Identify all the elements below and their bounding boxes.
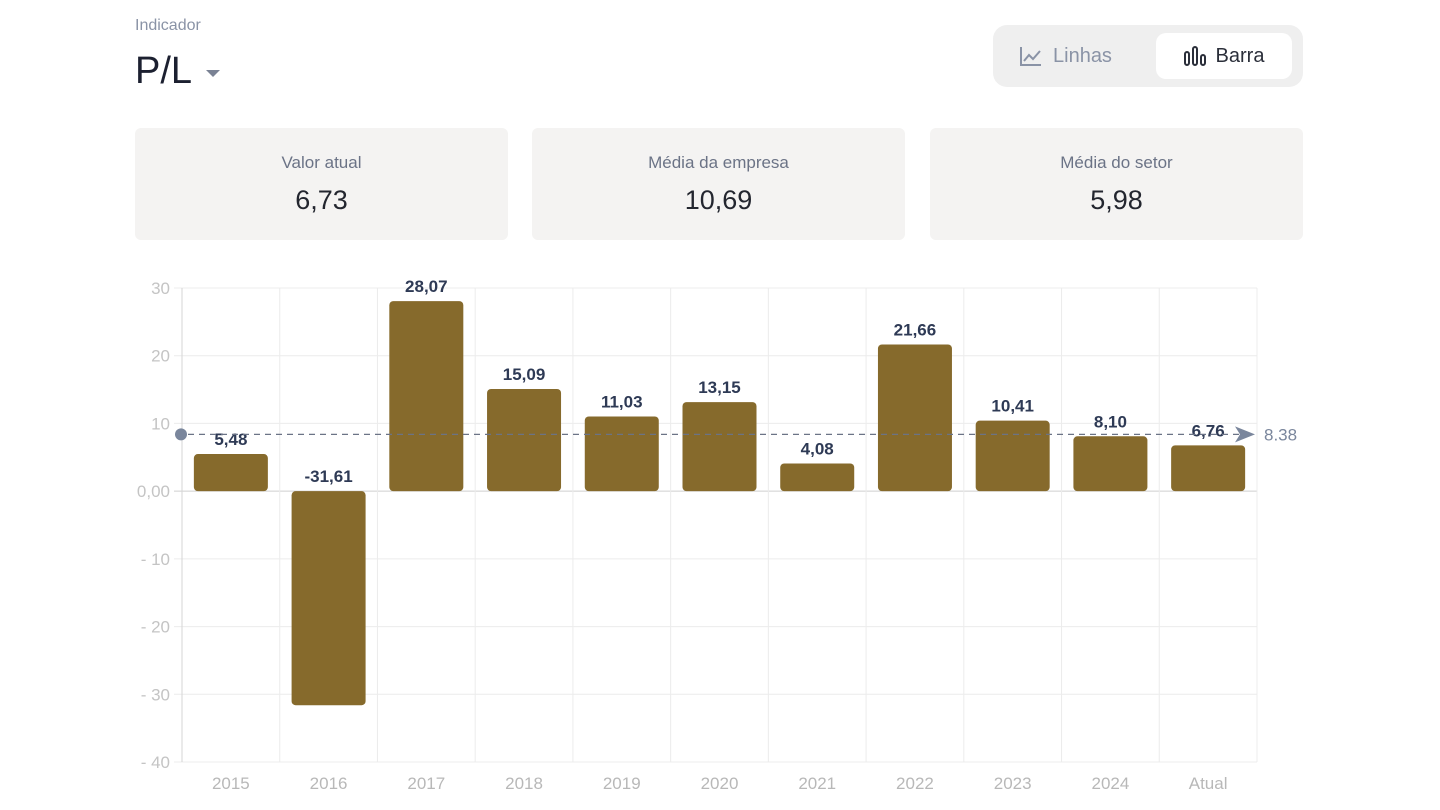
bar-value-label: 13,15 (698, 378, 741, 397)
bar-value-label: -31,61 (304, 467, 352, 486)
bar (1073, 436, 1148, 492)
bar (780, 463, 855, 492)
average-line-label: 8.38 (1264, 425, 1297, 444)
arrow-right-icon (1235, 426, 1255, 443)
card-title: Valor atual (281, 153, 362, 172)
card-value: 5,98 (1090, 185, 1143, 215)
lines-button[interactable]: Linhas (1019, 33, 1112, 79)
bar (975, 420, 1050, 492)
line-chart-icon (1020, 47, 1041, 66)
bar-chart-icon (1183, 46, 1206, 66)
bar (682, 402, 757, 492)
bar (291, 491, 366, 706)
chevron-down-icon (206, 70, 221, 77)
bar-value-label: 21,66 (894, 320, 937, 339)
y-tick-label: 20 (151, 347, 170, 366)
card-value: 6,73 (295, 185, 348, 215)
average-start-dot (175, 428, 187, 441)
y-tick-label: - 30 (141, 685, 170, 704)
bar (584, 416, 659, 492)
y-tick-label: - 40 (141, 753, 170, 772)
x-tick-label: 2018 (505, 774, 543, 793)
bar (389, 301, 464, 492)
x-tick-label: 2024 (1091, 774, 1129, 793)
indicator-label: Indicador (135, 17, 201, 34)
x-tick-label: 2016 (310, 774, 348, 793)
y-tick-label: - 10 (141, 550, 170, 569)
card-company-average: Média da empresa 10,69 (532, 128, 905, 240)
card-title: Média do setor (1060, 153, 1173, 172)
bar (487, 388, 562, 492)
card-sector-average: Média do setor 5,98 (930, 128, 1303, 240)
x-tick-label: 2020 (701, 774, 739, 793)
bar-value-label: 28,07 (405, 277, 448, 296)
bar-value-label: 15,09 (503, 365, 546, 384)
x-tick-label: 2017 (407, 774, 445, 793)
bar-value-label: 8,10 (1094, 412, 1127, 431)
y-tick-label: 30 (151, 279, 170, 298)
bar-value-label: 11,03 (601, 392, 643, 411)
x-tick-label: 2019 (603, 774, 641, 793)
x-tick-label: 2015 (212, 774, 250, 793)
indicator-value: P/L (135, 50, 193, 92)
card-title: Média da empresa (648, 153, 789, 172)
y-tick-label: 10 (151, 414, 170, 433)
bar (193, 454, 268, 492)
lines-label: Linhas (1053, 44, 1112, 67)
bar (1171, 445, 1246, 492)
x-tick-label: 2021 (798, 774, 836, 793)
indicator-dropdown[interactable]: P/L (135, 50, 221, 93)
bar-value-label: 5,48 (214, 430, 247, 449)
x-tick-label: 2022 (896, 774, 934, 793)
view-toggle: Linhas Barra (993, 25, 1303, 87)
x-tick-label: Atual (1189, 774, 1228, 793)
bar-button[interactable]: Barra (1156, 33, 1292, 79)
x-tick-label: 2023 (994, 774, 1032, 793)
bar-value-label: 6,76 (1192, 421, 1225, 440)
y-tick-label: - 20 (141, 618, 170, 637)
card-value: 10,69 (684, 185, 753, 215)
card-current-value: Valor atual 6,73 (135, 128, 508, 240)
bar-value-label: 10,41 (991, 397, 1034, 416)
bar-label: Barra (1215, 44, 1265, 67)
bar-value-label: 4,08 (801, 440, 834, 459)
bar (877, 344, 952, 492)
y-tick-label: 0,00 (137, 482, 170, 501)
